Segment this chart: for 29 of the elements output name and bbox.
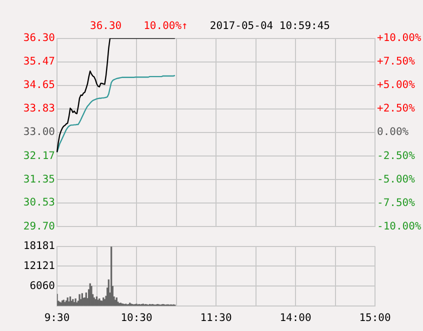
y2-tick-label: 0.00% xyxy=(377,126,410,138)
y-tick-label: 35.47 xyxy=(23,56,55,68)
text: 36.30 xyxy=(90,20,122,32)
x-tick-label: 15:00 xyxy=(359,312,391,324)
y2-tick-label: -2.50% xyxy=(377,150,416,162)
y-tick-label: 18181 xyxy=(23,240,55,252)
y-tick-label: 30.53 xyxy=(23,196,55,209)
text: 10.00%↑ xyxy=(144,20,188,32)
y-tick-label: 33.00 xyxy=(23,126,55,138)
y2-tick-label: +2.50% xyxy=(377,102,416,115)
x-tick-label: 10:30 xyxy=(120,312,152,324)
y-tick-label: 31.35 xyxy=(23,173,55,186)
y2-tick-label: -7.50% xyxy=(377,196,416,209)
x-tick-label: 14:00 xyxy=(280,312,312,324)
y-tick-label: 33.83 xyxy=(23,102,55,115)
y2-tick-label: +10.00% xyxy=(377,32,422,44)
y-tick-label: 6060 xyxy=(30,280,55,292)
y2-tick-label: -5.00% xyxy=(377,173,416,186)
y-tick-label: 32.17 xyxy=(23,150,55,162)
y-tick-label: 12121 xyxy=(23,260,55,272)
x-tick-label: 11:30 xyxy=(200,312,232,324)
y-tick-label: 36.30 xyxy=(23,32,55,44)
y2-tick-label: +7.50% xyxy=(377,56,416,68)
y2-tick-label: +5.00% xyxy=(377,79,416,92)
x-tick-label: 9:30 xyxy=(44,312,70,324)
text: 2017-05-04 10:59:45 xyxy=(210,20,330,32)
y2-tick-label: -10.00% xyxy=(377,220,422,232)
y-tick-label: 34.65 xyxy=(23,79,55,92)
y-tick-label: 29.70 xyxy=(23,220,55,232)
